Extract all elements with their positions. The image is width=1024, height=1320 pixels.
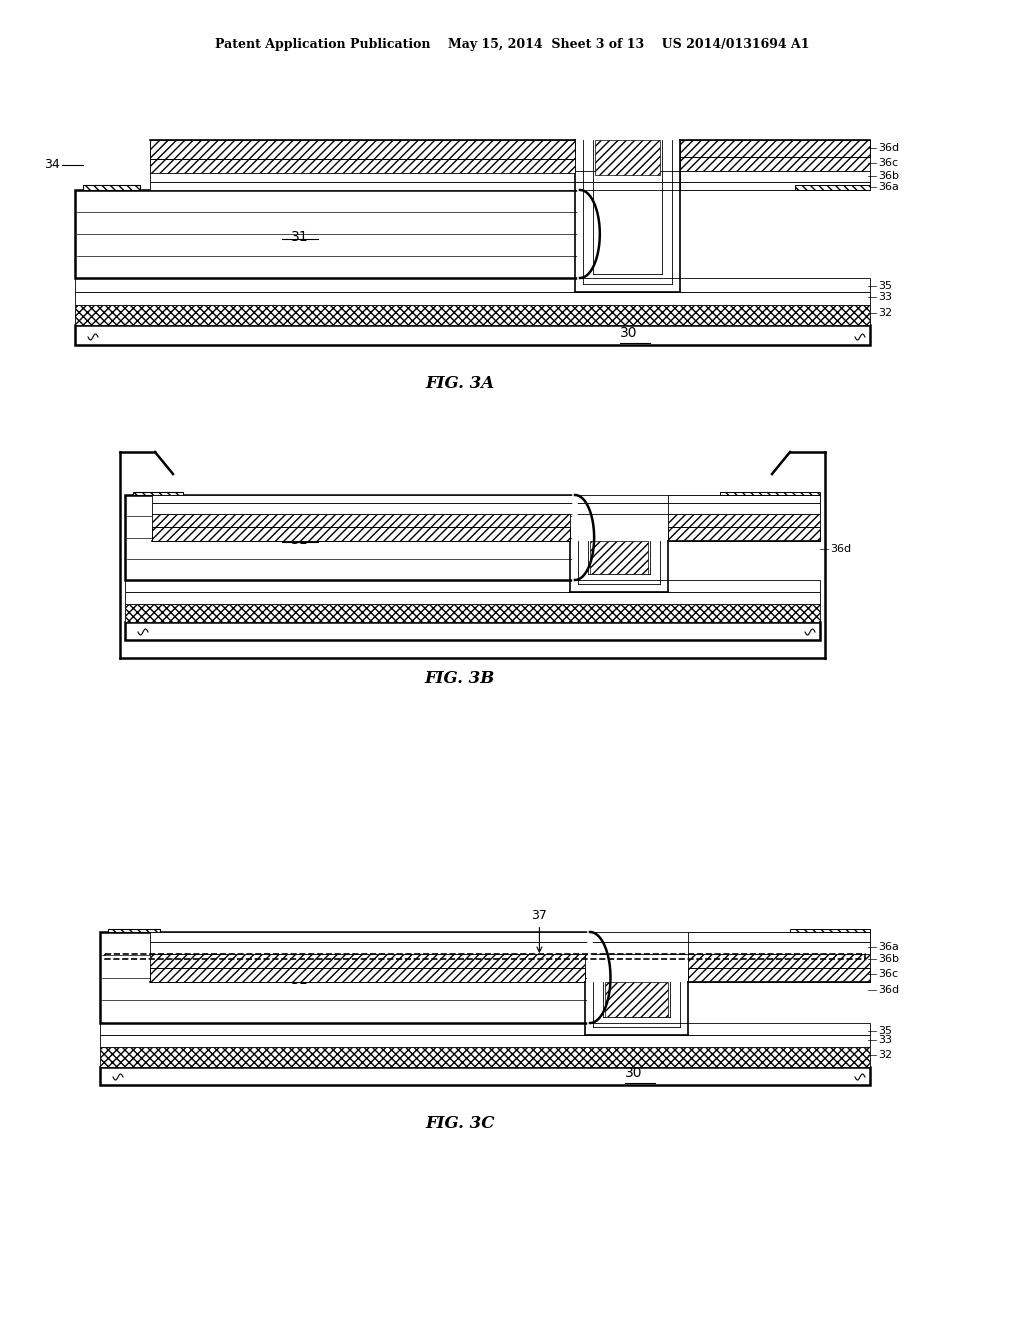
Text: 36d: 36d: [878, 143, 899, 153]
Bar: [688, 968, 870, 982]
Text: 35: 35: [878, 281, 892, 290]
Bar: [688, 954, 870, 968]
Bar: [720, 492, 820, 495]
Text: 33: 33: [878, 1035, 892, 1045]
Bar: [668, 527, 820, 541]
Text: FIG. 3C: FIG. 3C: [425, 1115, 495, 1133]
Bar: [150, 140, 575, 158]
Text: FIG. 3A: FIG. 3A: [425, 375, 495, 392]
Bar: [83, 185, 140, 190]
Bar: [125, 579, 820, 591]
Text: FIG. 3B: FIG. 3B: [425, 671, 496, 686]
Bar: [152, 527, 570, 541]
Bar: [125, 605, 820, 622]
Bar: [152, 503, 820, 513]
Bar: [150, 182, 870, 190]
Bar: [105, 954, 865, 960]
Bar: [152, 495, 820, 503]
Text: 32: 32: [878, 1049, 892, 1060]
Bar: [150, 968, 585, 982]
Bar: [152, 513, 570, 527]
Bar: [668, 503, 820, 513]
Bar: [100, 1035, 870, 1047]
Text: 34: 34: [44, 158, 60, 172]
Bar: [100, 1047, 870, 1067]
Bar: [75, 292, 870, 305]
Text: 36a: 36a: [878, 182, 899, 191]
Text: 32: 32: [878, 308, 892, 318]
Bar: [680, 172, 870, 182]
Bar: [75, 279, 870, 292]
Bar: [75, 190, 580, 279]
Bar: [125, 591, 820, 605]
Bar: [680, 157, 870, 172]
Bar: [668, 513, 820, 527]
Bar: [125, 495, 575, 579]
Text: 31: 31: [291, 230, 309, 244]
Bar: [125, 622, 820, 640]
Bar: [150, 942, 870, 954]
Text: 36c: 36c: [878, 969, 898, 979]
Text: 33: 33: [878, 292, 892, 302]
Bar: [108, 929, 160, 932]
Bar: [795, 185, 870, 190]
Bar: [150, 157, 575, 173]
Text: 35: 35: [878, 1026, 892, 1036]
Text: 36b: 36b: [878, 954, 899, 964]
Bar: [100, 1023, 870, 1035]
Bar: [680, 140, 870, 157]
Text: 36a: 36a: [878, 942, 899, 952]
Text: 36d: 36d: [830, 544, 851, 554]
Bar: [595, 140, 660, 176]
Bar: [133, 492, 183, 495]
Bar: [150, 140, 575, 157]
Bar: [680, 182, 870, 190]
Bar: [75, 325, 870, 345]
Text: 37: 37: [531, 909, 548, 952]
Text: 36b: 36b: [878, 172, 899, 181]
Bar: [605, 982, 668, 1016]
Bar: [150, 157, 575, 172]
Bar: [100, 1067, 870, 1085]
Bar: [688, 942, 870, 954]
Text: 36d: 36d: [878, 985, 899, 995]
Bar: [668, 495, 820, 503]
Bar: [150, 932, 870, 942]
Bar: [150, 172, 870, 182]
Text: 30: 30: [625, 1067, 642, 1080]
Bar: [688, 932, 870, 942]
Bar: [150, 954, 585, 968]
Text: 31: 31: [291, 973, 309, 987]
Bar: [75, 305, 870, 325]
Text: 31: 31: [291, 533, 309, 546]
Text: 36c: 36c: [878, 158, 898, 168]
Text: 30: 30: [620, 326, 638, 341]
Text: Patent Application Publication    May 15, 2014  Sheet 3 of 13    US 2014/0131694: Patent Application Publication May 15, 2…: [215, 38, 809, 51]
Bar: [590, 541, 648, 574]
Bar: [100, 932, 590, 1023]
Bar: [790, 929, 870, 932]
